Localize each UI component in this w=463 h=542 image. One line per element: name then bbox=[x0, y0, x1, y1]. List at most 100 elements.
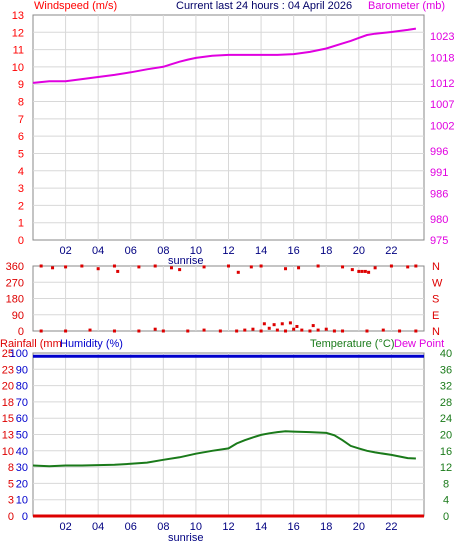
temperature-tick-label: 28 bbox=[440, 397, 452, 409]
wind-direction-point bbox=[112, 329, 116, 333]
wind-direction-point bbox=[80, 264, 84, 268]
wind-direction-point bbox=[357, 269, 361, 273]
windspeed-tick-label: 7 bbox=[18, 114, 24, 126]
sunrise-label-bottom: sunrise bbox=[168, 532, 203, 542]
hour-tick-label: 08 bbox=[157, 245, 169, 257]
wind-direction-point bbox=[295, 324, 299, 328]
wind-direction-point bbox=[112, 264, 116, 268]
wind-direction-point bbox=[406, 265, 410, 269]
wind-direction-point bbox=[64, 265, 68, 269]
wind-direction-point bbox=[341, 265, 345, 269]
windspeed-tick-label: 4 bbox=[18, 166, 24, 178]
wind-direction-point bbox=[272, 323, 276, 327]
temperature-tick-label: 40 bbox=[440, 348, 452, 360]
humidity-tick-label: 40 bbox=[16, 446, 28, 458]
humidity-tick-label: 100 bbox=[10, 348, 28, 360]
temperature-tick-label: 8 bbox=[443, 478, 449, 490]
wind-direction-point bbox=[178, 268, 182, 272]
rainfall-tick-label: 13 bbox=[2, 430, 14, 442]
compass-tick-label: E bbox=[432, 310, 439, 322]
barometer-line bbox=[32, 27, 417, 84]
wind-direction-point bbox=[284, 329, 288, 333]
bottom-panel-grid bbox=[32, 352, 425, 517]
windspeed-tick-label: 13 bbox=[12, 10, 24, 22]
rainfall-tick-label: 3 bbox=[8, 495, 14, 507]
hour-tick-label: 20 bbox=[353, 245, 365, 257]
windspeed-header: Windspeed (m/s) bbox=[34, 0, 117, 12]
humidity-tick-label: 60 bbox=[16, 413, 28, 425]
wind-direction-point bbox=[88, 328, 92, 332]
wind-direction-point bbox=[251, 327, 255, 331]
wind-direction-point bbox=[308, 329, 312, 333]
wind-direction-point bbox=[262, 322, 266, 326]
wind-direction-panel-grid bbox=[32, 265, 425, 332]
rainfall-header: Rainfall (mm bbox=[0, 338, 62, 350]
hour-tick-label: 10 bbox=[190, 245, 202, 257]
humidity-tick-label: 10 bbox=[16, 495, 28, 507]
barometer-tick-label: 975 bbox=[430, 235, 448, 247]
wind-direction-point bbox=[365, 329, 369, 333]
windspeed-tick-label: 3 bbox=[18, 183, 24, 195]
windspeed-tick-label: 1 bbox=[18, 218, 24, 230]
windspeed-tick-label: 0 bbox=[18, 235, 24, 247]
humidity-tick-label: 70 bbox=[16, 397, 28, 409]
wind-direction-point bbox=[96, 267, 100, 271]
wind-direction-point bbox=[300, 328, 304, 332]
wind-direction-point bbox=[381, 328, 385, 332]
wind-direction-point bbox=[218, 329, 222, 333]
hour-tick-label: 02 bbox=[59, 245, 71, 257]
wind-direction-point bbox=[341, 329, 345, 333]
humidity-tick-label: 80 bbox=[16, 381, 28, 393]
wind-direction-point bbox=[64, 329, 68, 333]
barometer-tick-label: 1002 bbox=[430, 120, 454, 132]
temperature-tick-label: 20 bbox=[440, 430, 452, 442]
humidity-tick-label: 90 bbox=[16, 364, 28, 376]
hour-tick-label: 18 bbox=[320, 245, 332, 257]
rainfall-tick-label: 23 bbox=[2, 364, 14, 376]
wind-direction-point bbox=[153, 327, 157, 331]
rainfall-tick-label: 18 bbox=[2, 397, 14, 409]
humidity-header: Humidity (%) bbox=[60, 338, 123, 350]
temperature-tick-label: 12 bbox=[440, 462, 452, 474]
wind-direction-point bbox=[316, 264, 320, 268]
hour-tick-label: 12 bbox=[222, 521, 234, 533]
hour-tick-label: 20 bbox=[353, 521, 365, 533]
rainfall-tick-label: 5 bbox=[8, 478, 14, 490]
rainfall-tick-label: 8 bbox=[8, 462, 14, 474]
temperature-header: Temperature (°C) bbox=[310, 338, 394, 350]
hour-tick-label: 10 bbox=[190, 521, 202, 533]
direction-tick-label: 0 bbox=[18, 326, 24, 338]
hour-tick-label: 14 bbox=[255, 245, 267, 257]
wind-direction-point bbox=[297, 266, 301, 270]
direction-tick-label: 180 bbox=[6, 294, 24, 306]
wind-direction-point bbox=[51, 266, 55, 270]
humidity-tick-label: 20 bbox=[16, 478, 28, 490]
direction-tick-label: 270 bbox=[6, 277, 24, 289]
windspeed-tick-label: 12 bbox=[12, 27, 24, 39]
compass-tick-label: S bbox=[432, 294, 439, 306]
wind-direction-point bbox=[161, 329, 165, 333]
wind-direction-point bbox=[275, 328, 279, 332]
chart-title: Current last 24 hours : 04 April 2026 bbox=[176, 0, 352, 12]
wind-direction-point bbox=[292, 327, 296, 331]
wind-direction-point bbox=[259, 329, 263, 333]
wind-direction-point bbox=[249, 265, 253, 269]
barometer-header: Barometer (mb) bbox=[368, 0, 445, 12]
wind-direction-point bbox=[202, 265, 206, 269]
direction-tick-label: 90 bbox=[12, 310, 24, 322]
wind-direction-point bbox=[316, 328, 320, 332]
temperature-tick-label: 24 bbox=[440, 413, 452, 425]
temperature-tick-label: 16 bbox=[440, 446, 452, 458]
hour-tick-label: 02 bbox=[59, 521, 71, 533]
sunrise-label-top: sunrise bbox=[168, 255, 203, 267]
hour-tick-label: 22 bbox=[385, 521, 397, 533]
wind-direction-point bbox=[414, 264, 418, 268]
wind-direction-point bbox=[324, 327, 328, 331]
wind-direction-point bbox=[367, 270, 371, 274]
barometer-tick-label: 1007 bbox=[430, 99, 454, 111]
wind-direction-point bbox=[243, 328, 247, 332]
barometer-tick-label: 1018 bbox=[430, 52, 454, 64]
compass-tick-label: N bbox=[432, 326, 440, 338]
wind-direction-point bbox=[373, 266, 377, 270]
temperature-tick-label: 0 bbox=[443, 511, 449, 523]
